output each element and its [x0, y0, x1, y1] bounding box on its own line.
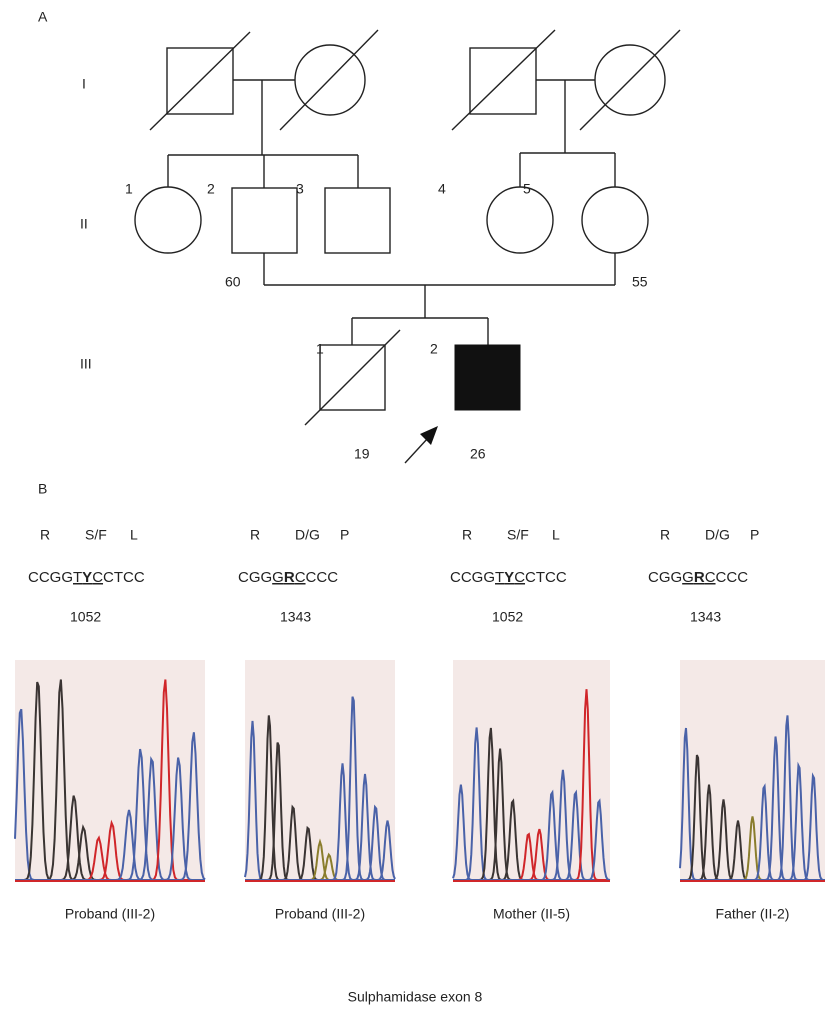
individual-number: 2: [430, 341, 438, 357]
sequence-part: C: [295, 569, 306, 586]
footer: Sulphamidase exon 8: [348, 989, 483, 1005]
sequence-part: C: [92, 569, 103, 586]
individual-number: 1: [316, 341, 324, 357]
caption: Proband (III-2): [275, 906, 365, 922]
codon-label: S/F: [85, 527, 107, 543]
sequence: CGGGRCCCC: [648, 569, 748, 586]
proband-arrow: [420, 426, 438, 445]
codon-label: R: [660, 527, 670, 543]
age: 60: [225, 274, 241, 290]
figure: A I II III: [0, 0, 830, 1009]
age: 55: [632, 274, 648, 290]
sequence-part: R: [284, 569, 295, 586]
caption: Mother (II-5): [493, 906, 570, 922]
sequence-part: CGG: [648, 569, 682, 586]
sequence-part: CCC: [306, 569, 339, 586]
sequence-part: CTCC: [525, 569, 567, 586]
codon-label: R: [250, 527, 260, 543]
nucleotide-position: 1343: [690, 609, 721, 625]
sequence-part: G: [272, 569, 284, 586]
caption: Father (II-2): [716, 906, 790, 922]
sequence: CGGGRCCCC: [238, 569, 338, 586]
nucleotide-position: 1052: [70, 609, 101, 625]
sequence-part: Y: [504, 569, 514, 586]
nucleotide-position: 1052: [492, 609, 523, 625]
codon-label: L: [130, 527, 138, 543]
sequence-part: T: [73, 569, 82, 586]
female: [487, 187, 553, 253]
sequence-part: T: [495, 569, 504, 586]
codon-label: P: [340, 527, 349, 543]
age: 19: [354, 446, 370, 462]
sequence-part: C: [705, 569, 716, 586]
individual-number: 4: [438, 181, 446, 197]
codon-label: P: [750, 527, 759, 543]
age: 26: [470, 446, 486, 462]
affected-male: [455, 345, 520, 410]
nucleotide-position: 1343: [280, 609, 311, 625]
sequence-part: CCC: [716, 569, 749, 586]
individual-number: 5: [523, 181, 531, 197]
generation-label: II: [80, 216, 88, 232]
sequence-part: CCGG: [450, 569, 495, 586]
codon-label: D/G: [705, 527, 730, 543]
generation-label: III: [80, 356, 92, 372]
generation-label: I: [82, 76, 86, 92]
sequence-part: G: [682, 569, 694, 586]
codon-label: R: [462, 527, 472, 543]
sequence-part: CCGG: [28, 569, 73, 586]
male: [325, 188, 390, 253]
codon-label: D/G: [295, 527, 320, 543]
sequence: CCGGTYCCTCC: [450, 569, 567, 586]
female: [135, 187, 201, 253]
female: [582, 187, 648, 253]
sequence-part: R: [694, 569, 705, 586]
caption: Proband (III-2): [65, 906, 155, 922]
panel-label: A: [38, 9, 48, 25]
pedigree: [135, 30, 680, 463]
panel-label: B: [38, 481, 47, 497]
sequence-part: C: [514, 569, 525, 586]
individual-number: 3: [296, 181, 304, 197]
codon-label: R: [40, 527, 50, 543]
sequence: CCGGTYCCTCC: [28, 569, 145, 586]
male: [232, 188, 297, 253]
codon-label: S/F: [507, 527, 529, 543]
individual-number: 2: [207, 181, 215, 197]
sequence-part: CTCC: [103, 569, 145, 586]
sequence-part: CGG: [238, 569, 272, 586]
sequence-part: Y: [82, 569, 92, 586]
codon-label: L: [552, 527, 560, 543]
individual-number: 1: [125, 181, 133, 197]
